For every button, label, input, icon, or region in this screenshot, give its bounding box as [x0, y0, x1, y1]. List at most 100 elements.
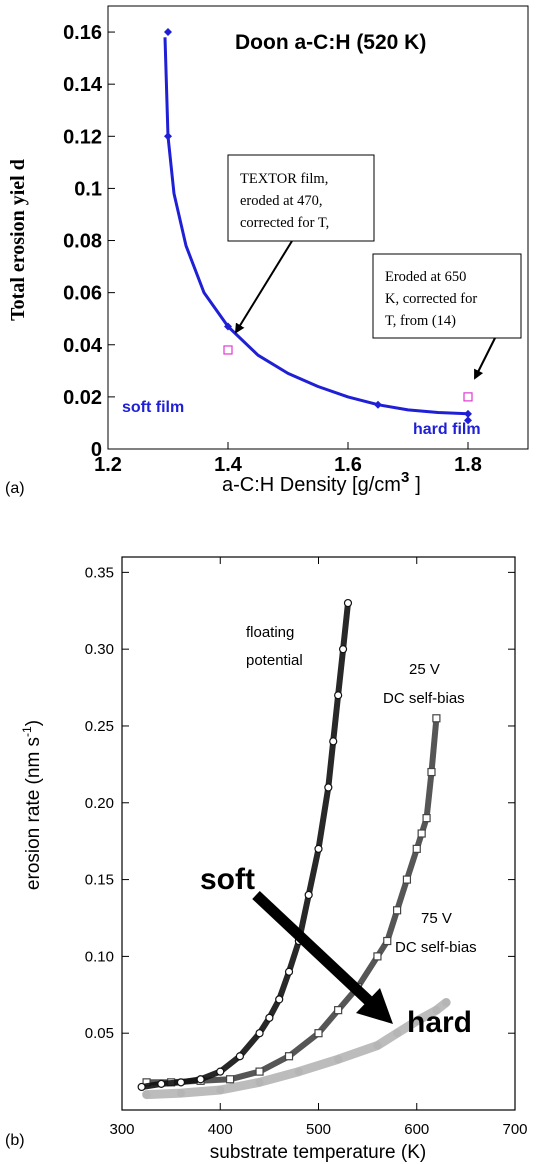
y-tick-label-a: 0.16 [63, 22, 102, 44]
x-tick-label-b: 600 [404, 1121, 429, 1138]
x-tick-label-b: 300 [109, 1121, 134, 1138]
annotation-textor-line-3: corrected for T, [240, 215, 329, 231]
label-soft: soft [200, 863, 255, 896]
series-point-b-2 [393, 1029, 402, 1038]
data-point-a [464, 416, 472, 425]
open-square-point-a [223, 345, 233, 355]
soft-to-hard-arrow-shaft [252, 890, 374, 1007]
series-point-b-0 [196, 1075, 205, 1084]
label-floating-line-2: potential [246, 652, 303, 669]
x-axis-label-b: substrate temperature (K) [210, 1142, 426, 1163]
series-point-b-2 [334, 1055, 343, 1064]
series-point-b-0 [343, 598, 353, 608]
y-tick-label-a: 0.02 [63, 387, 102, 409]
x-ticks-b: 300 400 500 600 700 [109, 557, 528, 1138]
x-tick-label-a: 1.6 [334, 454, 362, 476]
series-point-b-2 [142, 1090, 151, 1099]
series-point-b-0 [176, 1078, 186, 1087]
y-tick-label-b: 0.25 [85, 718, 114, 735]
series-point-b-1 [432, 714, 441, 723]
label-75v-line-1: 75 V [421, 910, 452, 927]
panel-b: 0.05 0.10 0.15 0.20 0.25 0.30 0.35 300 400 500 60… [5, 556, 528, 1163]
annotation-650k-line-3: T, from (14) [385, 313, 456, 329]
x-axis-label-a-end: ] [415, 474, 421, 496]
x-ticks-a: 1.2 1.4 1.6 1.8 [94, 442, 482, 476]
y-tick-label-a: 0.06 [63, 283, 102, 305]
y-tick-label-a: 0.14 [63, 74, 103, 96]
series-point-b-0 [265, 1013, 274, 1022]
series-point-b-0 [338, 645, 348, 654]
data-point-a [164, 28, 172, 37]
y-ticks-b: 0.05 0.10 0.15 0.20 0.25 0.30 0.35 [85, 564, 515, 1042]
series-point-b-2 [432, 1006, 441, 1015]
series-point-b-1 [412, 844, 421, 853]
y-ticks-a: 0 0.02 0.04 0.06 0.08 0.1 0.12 0.14 0.16 [63, 22, 115, 461]
series-point-b-0 [216, 1067, 225, 1076]
y-tick-label-b: 0.20 [85, 795, 114, 812]
x-tick-label-a: 1.8 [454, 454, 482, 476]
y-tick-label-b: 0.15 [85, 872, 114, 889]
series-point-b-1 [314, 1029, 323, 1038]
label-floating-line-1: floating [246, 624, 294, 641]
y-tick-label-a: 0.04 [63, 335, 103, 357]
panel-label-b: (b) [5, 1132, 25, 1149]
y-tick-label-b: 0.10 [85, 948, 114, 965]
series-point-b-1 [255, 1067, 264, 1076]
annotation-650k-line-1: Eroded at 650 [385, 269, 466, 285]
x-tick-label-b: 700 [502, 1121, 527, 1138]
series-point-b-0 [334, 691, 343, 700]
y-tick-label-a: 0 [91, 439, 102, 461]
annotation-650k-line-2: K, corrected for [385, 291, 477, 307]
panel-label-a: (a) [5, 480, 25, 497]
annotation-arrow-650k [474, 337, 496, 380]
y-tick-label-b: 0.35 [85, 564, 114, 581]
series-point-b-1 [417, 829, 426, 838]
annotation-arrow-textor [234, 240, 293, 334]
series-point-b-2 [373, 1041, 382, 1050]
annotation-textor-line-2: eroded at 470, [240, 193, 323, 209]
label-75v-line-2: DC self-bias [395, 939, 477, 956]
series-point-b-0 [329, 737, 338, 746]
x-axis-label-a-main: a-C:H Density [g/cm [222, 474, 401, 496]
data-point-a [224, 322, 232, 331]
y-axis-label-b-main: erosion rate (nm s [23, 737, 44, 890]
y-axis-label-b: erosion rate (nm s-1) [20, 720, 44, 890]
y-axis-label-b-sup: -1 [20, 726, 34, 737]
series-point-b-1 [393, 906, 402, 915]
series-point-b-0 [235, 1052, 244, 1061]
label-soft-film: soft film [122, 399, 184, 416]
data-point-a [164, 132, 172, 141]
series-point-b-0 [304, 890, 313, 900]
fit-curve-a [163, 37, 469, 416]
label-hard: hard [407, 1006, 472, 1039]
series-point-b-1 [402, 875, 412, 884]
label-25v-line-2: DC self-bias [383, 690, 465, 707]
annotation-textor-line-1: TEXTOR film, [240, 171, 328, 187]
series-point-b-2 [442, 998, 451, 1007]
open-square-point-a [463, 392, 473, 402]
series-point-b-2 [294, 1067, 303, 1076]
y-tick-label-a: 0.1 [74, 178, 102, 200]
marks-b [137, 598, 451, 1100]
series-point-b-2 [176, 1089, 186, 1098]
soft-to-hard-arrow-head [356, 988, 393, 1024]
y-tick-label-b: 0.05 [85, 1025, 114, 1042]
x-axis-label-a-sup: 3 [401, 469, 409, 486]
series-point-b-2 [255, 1078, 264, 1087]
series-point-b-0 [137, 1082, 146, 1092]
annotation-box-textor [227, 154, 375, 242]
data-point-a [374, 400, 382, 409]
series-point-b-1 [225, 1075, 235, 1084]
series-point-b-1 [334, 1006, 343, 1015]
series-point-b-0 [314, 844, 323, 853]
y-tick-label-a: 0.08 [63, 231, 102, 253]
series-point-b-0 [157, 1079, 166, 1088]
series-point-b-0 [284, 967, 294, 976]
y-axis-label-a: Total erosion yiel d [7, 159, 29, 321]
x-axis-label-a: a-C:H Density [g/cm3] [222, 469, 421, 496]
label-25v-line-1: 25 V [409, 661, 440, 678]
panel-a: 00.020.040.060.080.10.120.140.16 1.2 1.4 1… [5, 5, 529, 497]
series-point-b-1 [383, 936, 392, 946]
marks-a [163, 28, 473, 425]
